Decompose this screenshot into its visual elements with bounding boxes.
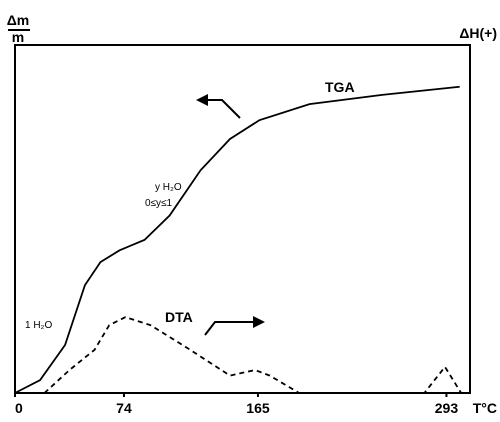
arrow: [204, 321, 255, 336]
annotation: y H₂O: [155, 182, 182, 193]
series-line: [14, 85, 460, 394]
y-label-denominator: m: [12, 29, 24, 45]
x-tick-label: 0: [15, 400, 23, 416]
annotation: 1 H₂O: [25, 320, 52, 331]
x-tick-label: 74: [116, 400, 132, 416]
series-label: TGA: [325, 79, 355, 95]
x-tick-label: 165: [246, 400, 270, 416]
annotation: 0≤y≤1: [145, 198, 173, 209]
series-label: DTA: [165, 309, 193, 325]
arrow-head: [253, 316, 265, 328]
series-line: [43, 316, 462, 394]
y-label-numerator: Δm: [7, 12, 30, 28]
plot-frame: [14, 44, 471, 394]
x-tick-label: 293: [435, 400, 459, 416]
x-label: T°C: [473, 400, 497, 416]
y2-label: ΔH(+): [459, 25, 497, 41]
arrow-head: [196, 94, 208, 106]
